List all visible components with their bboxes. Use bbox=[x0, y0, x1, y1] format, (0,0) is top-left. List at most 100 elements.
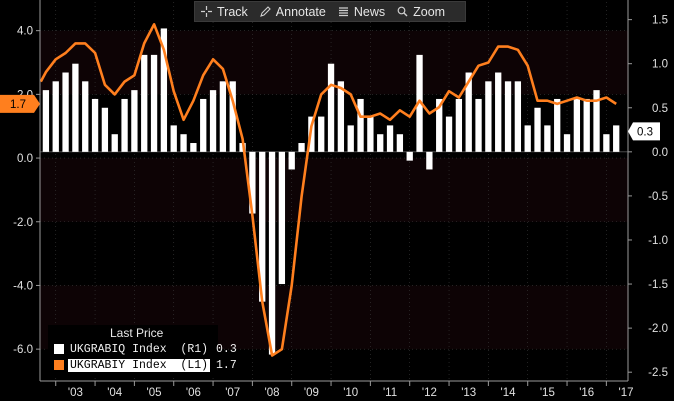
bar bbox=[42, 90, 50, 152]
x-tick-label: '08 bbox=[265, 387, 280, 399]
right-tick-label: 0.0 bbox=[652, 147, 668, 159]
bar bbox=[475, 98, 482, 152]
bar bbox=[278, 151, 286, 285]
right-tick-label: 0.5 bbox=[652, 103, 668, 115]
zoom-label: Zoom bbox=[413, 4, 446, 19]
x-tick-label: '07 bbox=[225, 387, 240, 399]
left-tick-label: 0.0 bbox=[17, 153, 33, 165]
bar bbox=[327, 63, 335, 152]
crosshair-icon bbox=[201, 6, 212, 17]
bar bbox=[357, 98, 364, 152]
x-tick-label: '13 bbox=[461, 387, 476, 399]
background-band bbox=[40, 158, 628, 222]
bar bbox=[495, 72, 502, 152]
left-axis: 4.02.00.0-2.0-4.0-6.0 bbox=[13, 0, 41, 381]
x-tick-label: '06 bbox=[186, 387, 201, 399]
bar bbox=[337, 81, 345, 152]
right-tick-label: -1.0 bbox=[648, 235, 668, 247]
bar bbox=[386, 125, 394, 152]
right-tick-label: -0.5 bbox=[648, 191, 668, 203]
right-tick-label: 1.5 bbox=[652, 15, 668, 27]
right-axis: 1.5 1.0 0.5 0.0 -0.5 -1.0 -1.5 -2.0 -2.5 bbox=[627, 0, 668, 381]
bar bbox=[426, 151, 433, 170]
bar bbox=[416, 54, 423, 152]
bar bbox=[485, 81, 492, 152]
bar bbox=[613, 125, 620, 152]
left-value-tag bbox=[0, 94, 40, 113]
x-tick-label: '16 bbox=[579, 387, 594, 399]
x-tick-label: '03 bbox=[68, 387, 83, 399]
legend-swatch-bars bbox=[54, 344, 64, 354]
bar bbox=[298, 143, 305, 152]
bar bbox=[259, 151, 266, 302]
bar bbox=[593, 90, 600, 152]
bar bbox=[111, 134, 118, 152]
bar bbox=[455, 98, 463, 152]
annotate-label: Annotate bbox=[275, 4, 326, 19]
left-tick-label: 4.0 bbox=[17, 26, 33, 38]
x-axis: '03 '04 '05 '06 '07 '08 '09 '10 '11 '12 '13 '14 '15 '… bbox=[0, 380, 674, 401]
bar bbox=[62, 72, 69, 152]
legend: Last Price UKGRABIQ Index (R1) 0.3 UKGRA… bbox=[48, 325, 237, 375]
bar bbox=[209, 90, 217, 152]
bar bbox=[436, 98, 443, 152]
legend-title: Last Price bbox=[110, 326, 164, 340]
x-tick-label: '14 bbox=[501, 387, 517, 399]
legend-series-name: UKGRABIY Index (L1) bbox=[68, 358, 211, 372]
track-button[interactable]: Track bbox=[195, 2, 254, 21]
bar bbox=[583, 98, 590, 152]
series-line bbox=[39, 22, 617, 357]
bar bbox=[91, 98, 99, 152]
bar bbox=[514, 81, 522, 152]
bar bbox=[367, 116, 374, 152]
bar bbox=[52, 81, 59, 152]
news-label: News bbox=[353, 4, 386, 19]
line-series-ukgrabiy bbox=[39, 22, 617, 357]
right-tick-label: -2.0 bbox=[648, 323, 668, 335]
bar bbox=[121, 98, 128, 152]
legend-swatch-line bbox=[54, 360, 64, 370]
bar bbox=[534, 107, 541, 152]
bar bbox=[229, 81, 236, 152]
bar bbox=[200, 98, 207, 152]
bar bbox=[190, 143, 197, 152]
bar bbox=[170, 125, 177, 152]
news-button[interactable]: News bbox=[332, 2, 391, 21]
bar bbox=[318, 116, 325, 152]
bar bbox=[160, 28, 168, 152]
bar bbox=[82, 81, 89, 152]
legend-series-value: 0.3 bbox=[216, 342, 237, 356]
bar bbox=[101, 107, 109, 152]
bar bbox=[141, 54, 148, 152]
bar bbox=[396, 134, 404, 152]
pencil-icon bbox=[259, 6, 271, 17]
bar bbox=[603, 134, 610, 152]
bar bbox=[72, 63, 79, 152]
x-tick-label: '17 bbox=[619, 387, 634, 399]
left-tick-label: -4.0 bbox=[13, 280, 33, 292]
bar bbox=[180, 134, 187, 152]
bar bbox=[465, 72, 472, 152]
bar bbox=[288, 151, 295, 170]
bar bbox=[504, 81, 512, 152]
x-tick-label: '09 bbox=[304, 387, 319, 399]
left-tick-label: -2.0 bbox=[13, 217, 33, 229]
legend-entry-ukgrabiq: UKGRABIQ Index (R1) 0.3 bbox=[54, 342, 237, 356]
x-tick-label: '15 bbox=[540, 387, 555, 399]
chart-toolbar: Track Annotate News Zoom bbox=[194, 1, 466, 22]
bar bbox=[219, 81, 227, 152]
x-axis-band bbox=[0, 381, 674, 401]
value-tags: 1.7 0.3 bbox=[0, 94, 660, 141]
annotate-button[interactable]: Annotate bbox=[254, 2, 332, 21]
bar bbox=[268, 151, 276, 355]
bar bbox=[573, 98, 581, 152]
news-icon bbox=[338, 7, 348, 17]
x-tick-label: '05 bbox=[147, 387, 162, 399]
right-tick-label: -2.5 bbox=[648, 367, 668, 379]
zoom-button[interactable]: Zoom bbox=[391, 2, 451, 21]
bar bbox=[544, 125, 551, 152]
right-value-tag-label: 0.3 bbox=[637, 126, 653, 138]
right-tick-label: -1.5 bbox=[648, 279, 668, 291]
left-tick-label: -6.0 bbox=[13, 344, 33, 356]
